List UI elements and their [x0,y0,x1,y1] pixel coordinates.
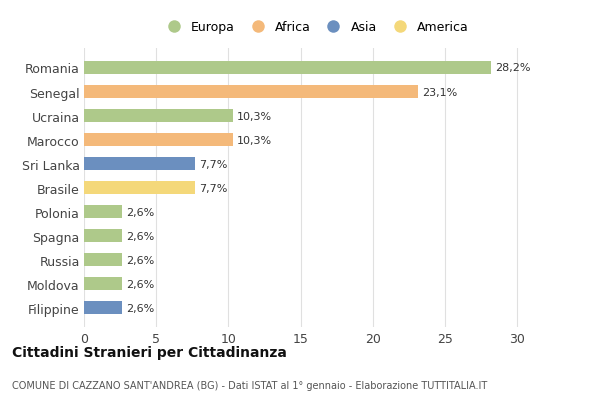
Text: 7,7%: 7,7% [199,159,228,169]
Text: 2,6%: 2,6% [126,255,154,265]
Text: 7,7%: 7,7% [199,183,228,193]
Bar [84,182,195,195]
Text: Cittadini Stranieri per Cittadinanza: Cittadini Stranieri per Cittadinanza [12,345,287,359]
Legend: Europa, Africa, Asia, America: Europa, Africa, Asia, America [156,16,474,39]
Bar [84,110,233,123]
Bar [84,62,491,75]
Text: 10,3%: 10,3% [237,135,272,145]
Bar [84,157,195,171]
Bar [84,86,418,99]
Bar [84,254,122,267]
Bar [84,134,233,147]
Bar [84,277,122,290]
Bar [84,229,122,243]
Text: 10,3%: 10,3% [237,111,272,121]
Bar [84,301,122,315]
Bar [84,205,122,219]
Text: COMUNE DI CAZZANO SANT'ANDREA (BG) - Dati ISTAT al 1° gennaio - Elaborazione TUT: COMUNE DI CAZZANO SANT'ANDREA (BG) - Dat… [12,380,487,391]
Text: 2,6%: 2,6% [126,207,154,217]
Text: 2,6%: 2,6% [126,303,154,313]
Text: 2,6%: 2,6% [126,279,154,289]
Text: 2,6%: 2,6% [126,231,154,241]
Text: 28,2%: 28,2% [496,63,531,73]
Text: 23,1%: 23,1% [422,87,457,97]
